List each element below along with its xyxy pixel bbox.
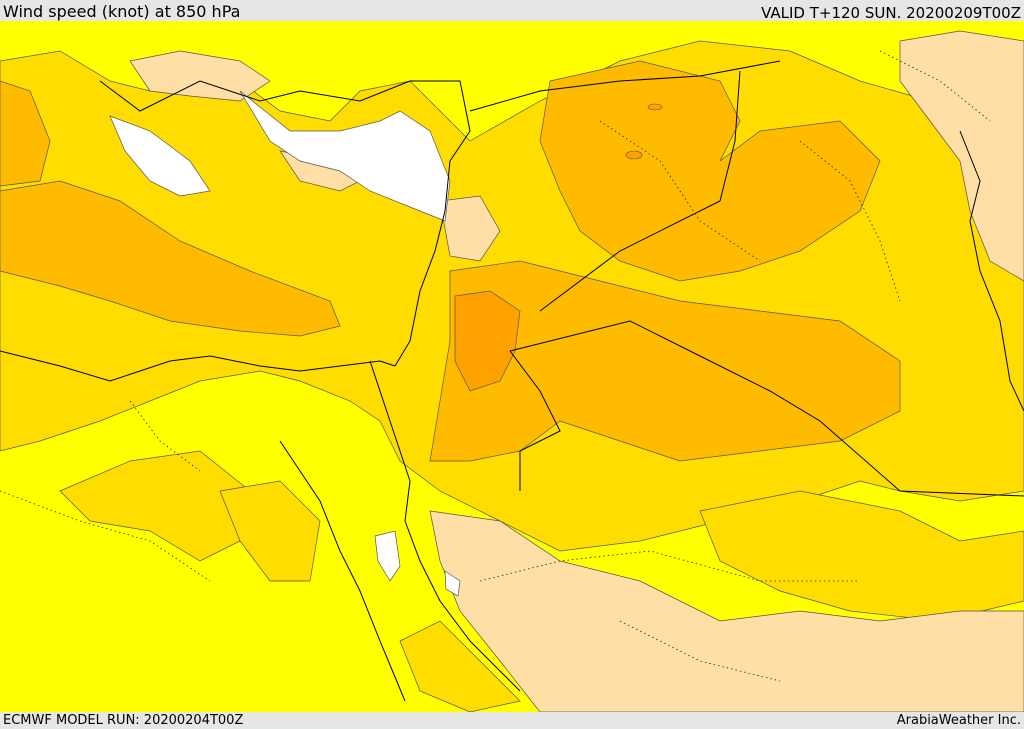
coastline-turkey: [99, 80, 471, 162]
contour-calm-cyprus-area: [239, 90, 451, 222]
coastline-persian-gulf: [959, 130, 1024, 412]
contour-low-east: [899, 30, 1024, 282]
dotted-saudi-admin: [619, 620, 781, 682]
dotted-iraq-admin: [599, 120, 761, 262]
dotted-saudi-admin: [479, 550, 860, 582]
map-title: Wind speed (knot) at 850 hPa: [3, 2, 241, 21]
boundaries: [0, 60, 1024, 702]
brand-credit: ArabiaWeather Inc.: [896, 713, 1021, 728]
contour-very-strong-spot: [647, 103, 663, 111]
model-run: ECMWF MODEL RUN: 20200204T00Z: [3, 713, 244, 728]
coastline-levant: [394, 160, 451, 367]
wind-speed-map: [0, 21, 1024, 712]
valid-time: VALID T+120 SUN. 20200209T00Z: [761, 4, 1021, 22]
contour-very-strong-spot: [625, 150, 643, 160]
border-jordan-east: [509, 350, 561, 491]
contour-strong-west: [0, 80, 51, 187]
header-bar: [0, 0, 1024, 21]
coastline-redsea-east: [404, 520, 521, 692]
contour-strong-jordan: [429, 260, 901, 462]
contour-very-strong-core: [454, 290, 521, 392]
dotted-egypt-admin: [129, 400, 201, 472]
contour-elevated-redsea: [399, 620, 521, 712]
contour-low-levant: [439, 195, 501, 262]
border-jordan-saudi: [509, 320, 1024, 497]
contour-low-turkey: [129, 50, 271, 102]
coastline-gulf-suez: [279, 440, 406, 702]
coastline-egypt: [0, 350, 396, 382]
border-syria-iraq: [469, 60, 781, 112]
dotted-iraq-admin: [799, 140, 901, 302]
footer-bar: [0, 712, 1024, 729]
contour-elevated-gulf: [699, 490, 1024, 622]
contour-calm-redsea: [444, 570, 461, 597]
contour-strong-iraq: [539, 60, 881, 282]
internal-boundaries: [0, 50, 991, 682]
contour-low-arabia: [429, 510, 1024, 712]
border-iraq-iran: [539, 70, 741, 312]
contour-strong-med: [0, 180, 341, 337]
border-sinai: [369, 360, 411, 522]
contour-elevated-sinai: [219, 480, 321, 582]
dotted-egypt-admin: [0, 490, 211, 582]
contour-calm-aegean: [109, 115, 211, 197]
contour-calm-gulf-of-suez: [374, 530, 401, 582]
